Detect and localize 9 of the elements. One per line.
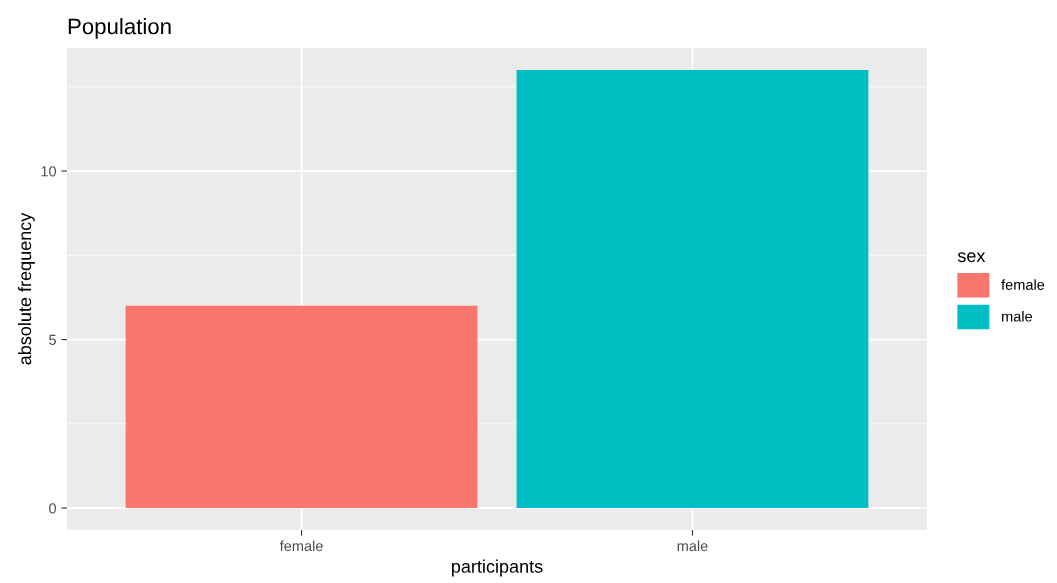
y-tick-label: 5 <box>49 334 56 345</box>
legend-title: sex <box>957 252 986 263</box>
y-tick-label: 0 <box>49 503 57 514</box>
x-axis-title: participants <box>452 559 543 577</box>
legend-label: female <box>1001 279 1045 290</box>
legend-label: male <box>1002 310 1033 322</box>
y-tick-label: 10 <box>41 166 57 177</box>
chart-title: Population <box>68 18 171 39</box>
y-axis-title: absolute frequency <box>17 212 35 365</box>
